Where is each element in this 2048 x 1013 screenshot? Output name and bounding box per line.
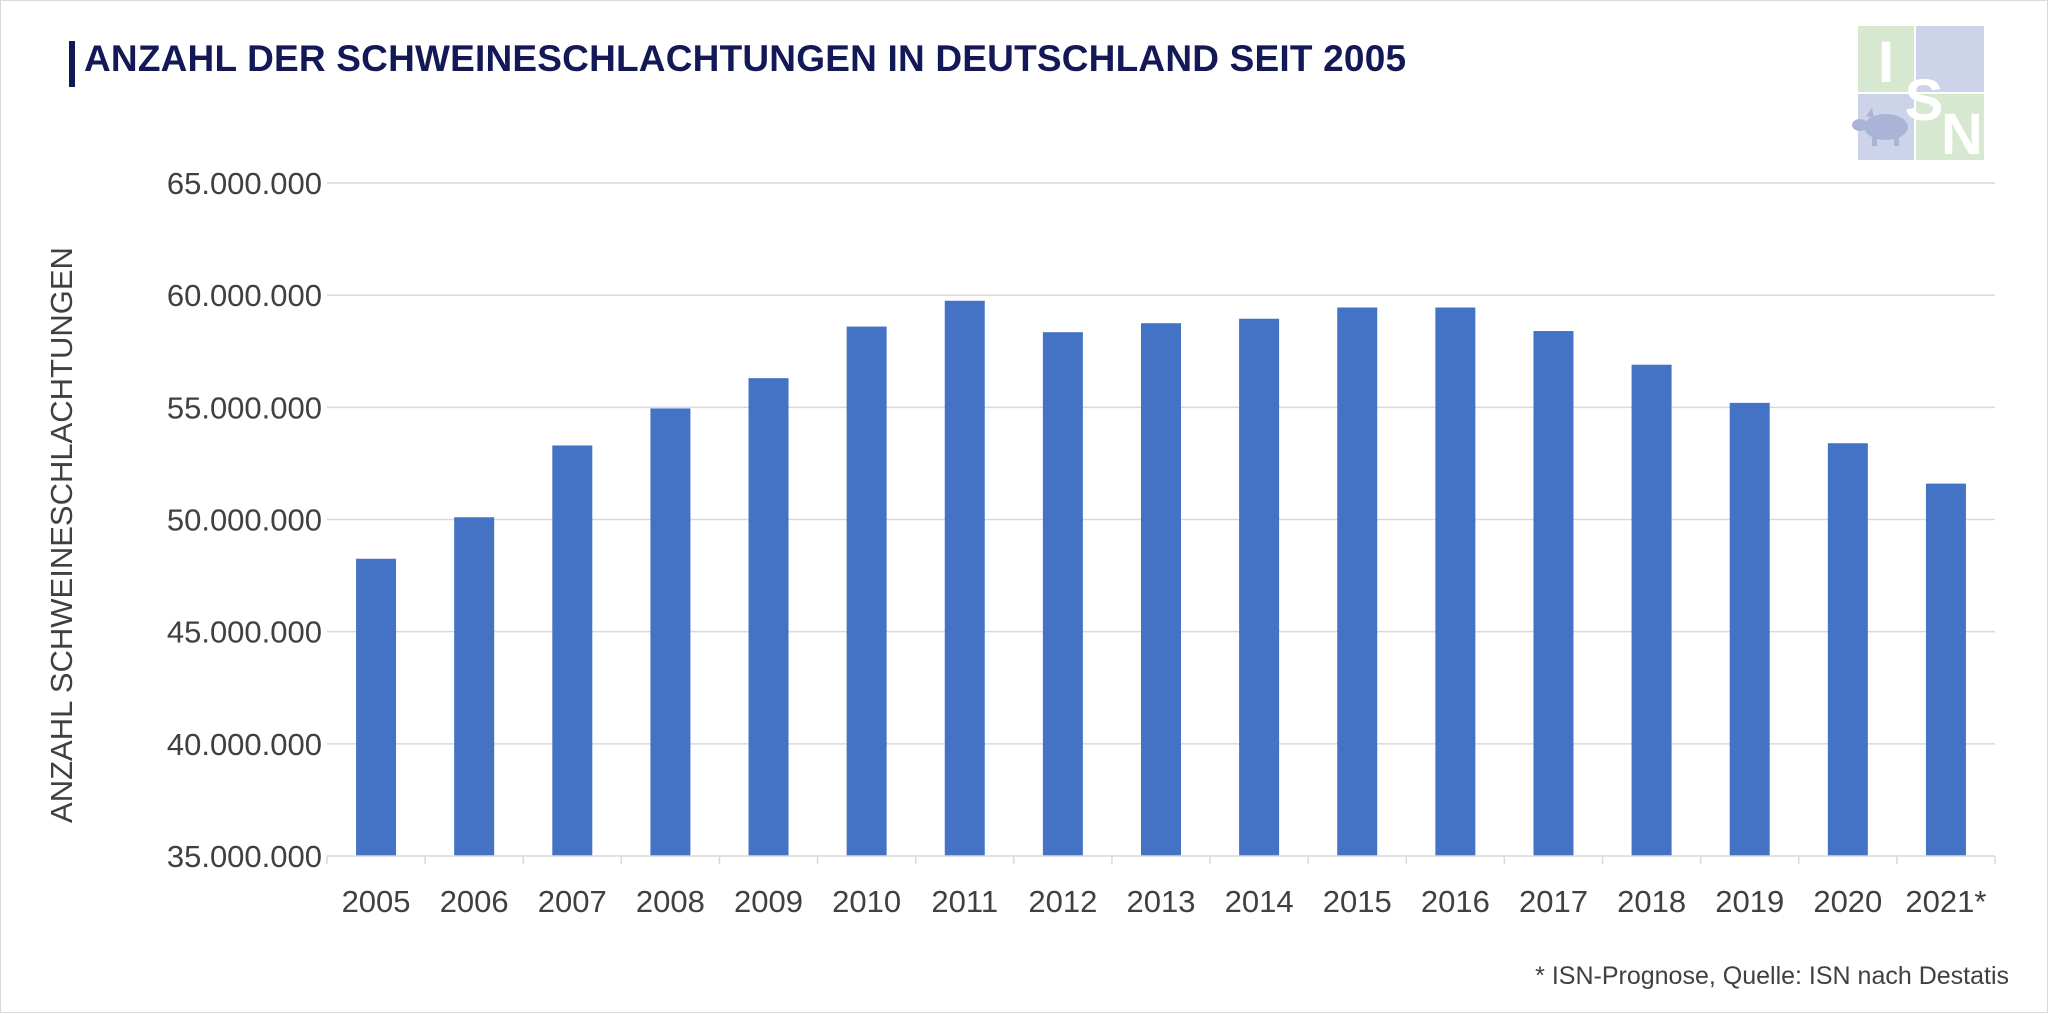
bar [1435, 307, 1476, 856]
x-tick-label: 2009 [734, 884, 803, 919]
bar [552, 445, 593, 856]
x-tick-label: 2014 [1225, 884, 1294, 919]
logo-tile-green-bottom [1916, 94, 1984, 160]
x-tick-label: 2007 [538, 884, 607, 919]
footnote: * ISN-Prognose, Quelle: ISN nach Destati… [1535, 962, 2009, 990]
x-tick-label: 2020 [1813, 884, 1882, 919]
y-axis-label: ANZAHL SCHWEINESCHLACHTUNGEN [44, 247, 79, 823]
bars [356, 300, 1966, 857]
bar [454, 517, 495, 856]
bar [1533, 331, 1574, 856]
logo-letter-n: N [1941, 102, 1983, 162]
bar [1042, 332, 1083, 857]
bar [1141, 323, 1181, 856]
x-tick-label: 2011 [931, 884, 998, 919]
x-tick-label: 2006 [440, 884, 509, 919]
logo-letter-s: S [1905, 68, 1944, 133]
y-tick-label: 45.000.000 [167, 615, 322, 650]
pig-icon [1852, 108, 1908, 146]
x-tick-label: 2013 [1127, 884, 1196, 919]
x-tick-label: 2015 [1323, 884, 1392, 919]
bar [1239, 318, 1280, 856]
bar [944, 300, 985, 856]
y-tick-label: 35.000.000 [167, 839, 322, 874]
x-tick-label: 2016 [1421, 884, 1490, 919]
logo-letter-i: I [1878, 30, 1894, 95]
x-tick-label: 2021* [1905, 884, 1986, 919]
y-tick-label: 50.000.000 [167, 503, 322, 538]
logo-tile-blue-top [1916, 26, 1984, 92]
y-tick-label: 65.000.000 [167, 166, 322, 201]
axes: 35.000.000 40.000.000 45.000.000 50.000.000… [167, 166, 1996, 919]
bar [356, 558, 397, 856]
chart-title: ANZAHL DER SCHWEINESCHLACHTUNGEN IN DEUT… [84, 38, 1407, 79]
x-tick-label: 2008 [636, 884, 705, 919]
bar [846, 326, 887, 856]
title-accent-bar [69, 41, 75, 87]
bar [1337, 307, 1378, 856]
bar [748, 378, 789, 856]
bar [1925, 483, 1966, 856]
y-tick-label: 60.000.000 [167, 278, 322, 313]
bar [1631, 364, 1672, 856]
isn-pig-logo: I S N [1852, 26, 1984, 162]
bar [1729, 402, 1770, 856]
x-tick-label: 2005 [342, 884, 411, 919]
x-tick-label: 2017 [1519, 884, 1588, 919]
y-tick-label: 55.000.000 [167, 390, 322, 425]
x-tick-label: 2018 [1617, 884, 1686, 919]
y-tick-label: 40.000.000 [167, 727, 322, 762]
x-tick-label: 2019 [1715, 884, 1784, 919]
x-tick-label: 2010 [832, 884, 901, 919]
x-tick-label: 2012 [1028, 884, 1097, 919]
bar [650, 408, 691, 856]
bar [1827, 443, 1868, 856]
logo-tile-green-top [1858, 26, 1914, 92]
